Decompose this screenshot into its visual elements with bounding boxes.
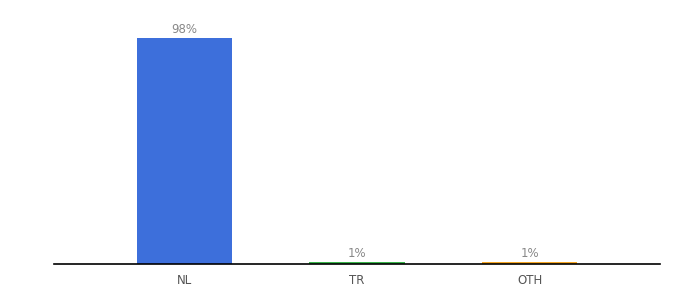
Bar [482, 262, 577, 264]
Bar [309, 262, 405, 264]
Text: 1%: 1% [521, 247, 539, 260]
Bar [137, 38, 232, 264]
Text: 98%: 98% [171, 23, 197, 36]
Text: 1%: 1% [347, 247, 367, 260]
